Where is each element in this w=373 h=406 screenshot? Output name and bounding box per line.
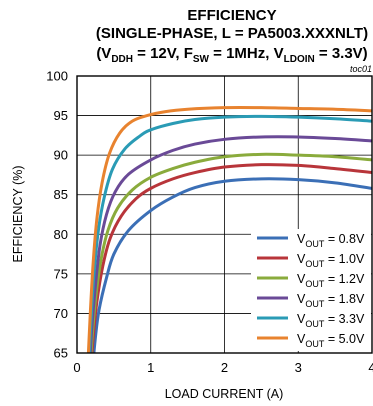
plot-frame xyxy=(76,75,373,354)
y-tick-label: 75 xyxy=(54,266,68,281)
x-tick-label: 0 xyxy=(73,360,80,375)
chart-subtitle-2: (VDDH = 12V, FSW = 1MHz, VLDOIN = 3.3V) xyxy=(96,45,367,65)
legend-label-5: VOUT = 5.0V xyxy=(297,332,365,349)
series-line-4 xyxy=(87,114,372,353)
series-line-5 xyxy=(86,106,372,353)
x-tick-labels: 0 1 2 3 4 xyxy=(73,360,373,375)
y-tick-label: 70 xyxy=(54,306,68,321)
y-tick-label: 85 xyxy=(54,187,68,202)
x-axis-label: LOAD CURRENT (A) xyxy=(165,387,284,401)
legend-label-2: VOUT = 1.2V xyxy=(297,272,365,289)
series-line-3 xyxy=(88,135,372,353)
x-tick-label: 4 xyxy=(368,360,373,375)
x-tick-label: 3 xyxy=(295,360,302,375)
y-tick-label: 100 xyxy=(46,69,68,84)
y-tick-label: 65 xyxy=(54,346,68,361)
y-tick-labels: 65 70 75 80 85 90 95 100 xyxy=(46,69,68,361)
x-tick-label: 1 xyxy=(147,360,154,375)
series-line-0 xyxy=(92,177,372,353)
legend-label-3: VOUT = 1.8V xyxy=(297,292,365,309)
y-axis-label: EFFICIENCY (%) xyxy=(11,166,25,263)
x-tick-label: 2 xyxy=(221,360,228,375)
legend: VOUT = 0.8V VOUT = 1.0V VOUT = 1.2V VOUT = … xyxy=(251,229,371,351)
legend-background xyxy=(251,229,371,351)
legend-label-1: VOUT = 1.0V xyxy=(297,252,365,269)
chart-title: EFFICIENCY xyxy=(187,7,276,24)
legend-label-4: VOUT = 3.3V xyxy=(297,312,365,329)
series-line-1 xyxy=(90,163,372,353)
y-tick-label: 90 xyxy=(54,148,68,163)
curves-group xyxy=(86,106,372,353)
corner-note: toc01 xyxy=(350,64,372,74)
series-line-2 xyxy=(89,152,372,353)
y-tick-label: 95 xyxy=(54,108,68,123)
y-tick-label: 80 xyxy=(54,227,68,242)
chart-subtitle-1: (SINGLE-PHASE, L = PA5003.XXXNLT) xyxy=(96,25,368,42)
legend-label-0: VOUT = 0.8V xyxy=(297,232,365,249)
